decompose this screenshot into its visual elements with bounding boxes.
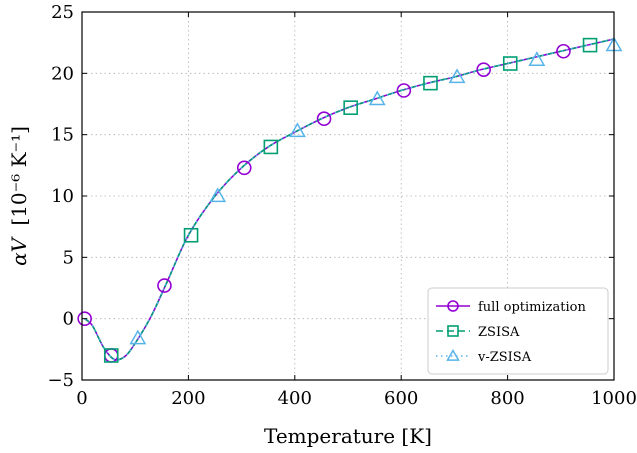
marker-square (183, 227, 199, 243)
marker-triangle (446, 348, 460, 361)
legend: full optimization ZSISA v-ZSISA (427, 287, 609, 375)
legend-label: full optimization (478, 300, 586, 315)
marker-square (582, 37, 598, 53)
legend-box (427, 287, 609, 375)
marker-triangle (209, 187, 227, 203)
y-tick-label: 0 (63, 309, 74, 330)
markers (77, 36, 623, 363)
marker-circle (556, 43, 571, 59)
y-axis-title-unit: [10⁻⁶ K⁻¹] (7, 126, 31, 226)
series-line-zsisa (84, 38, 615, 361)
x-tick-label: 600 (384, 388, 418, 409)
x-tick-label: 0 (76, 388, 87, 409)
legend-label: ZSISA (478, 325, 520, 340)
y-tick-label: −5 (47, 370, 74, 391)
marker-triangle (289, 122, 306, 138)
marker-circle (103, 348, 119, 363)
y-tick-label: 15 (51, 125, 74, 146)
marker-square (502, 56, 518, 71)
marker-square (343, 100, 358, 115)
x-tick-label: 200 (171, 388, 205, 409)
marker-circle (316, 111, 332, 127)
marker-triangle (528, 51, 546, 66)
marker-square (263, 139, 279, 155)
x-tick-label: 400 (278, 388, 312, 409)
marker-triangle (448, 68, 466, 84)
marker-triangle (129, 329, 147, 345)
legend-label: v-ZSISA (477, 350, 532, 365)
y-tick-label: 20 (51, 63, 74, 84)
marker-square (103, 348, 119, 363)
marker-circle (236, 160, 252, 176)
x-tick-label: 1000 (591, 388, 637, 409)
y-tick-label: 5 (63, 247, 74, 268)
series-line-v-zsisa (84, 38, 615, 361)
marker-square (423, 75, 438, 91)
marker-circle (447, 300, 459, 312)
curves (84, 38, 615, 361)
marker-circle (77, 311, 92, 326)
x-axis-title: Temperature [K] (264, 424, 432, 448)
marker-circle (157, 278, 172, 293)
y-tick-label: 10 (51, 186, 74, 207)
marker-triangle (368, 90, 386, 106)
y-tick-label: 25 (51, 2, 74, 23)
marker-circle (396, 83, 412, 98)
marker-circle (476, 62, 491, 77)
marker-square (447, 325, 459, 337)
y-axis-title-symbol: αV (7, 235, 31, 266)
x-tick-label: 800 (490, 388, 524, 409)
y-axis-title: αV [10⁻⁶ K⁻¹] (7, 126, 31, 266)
